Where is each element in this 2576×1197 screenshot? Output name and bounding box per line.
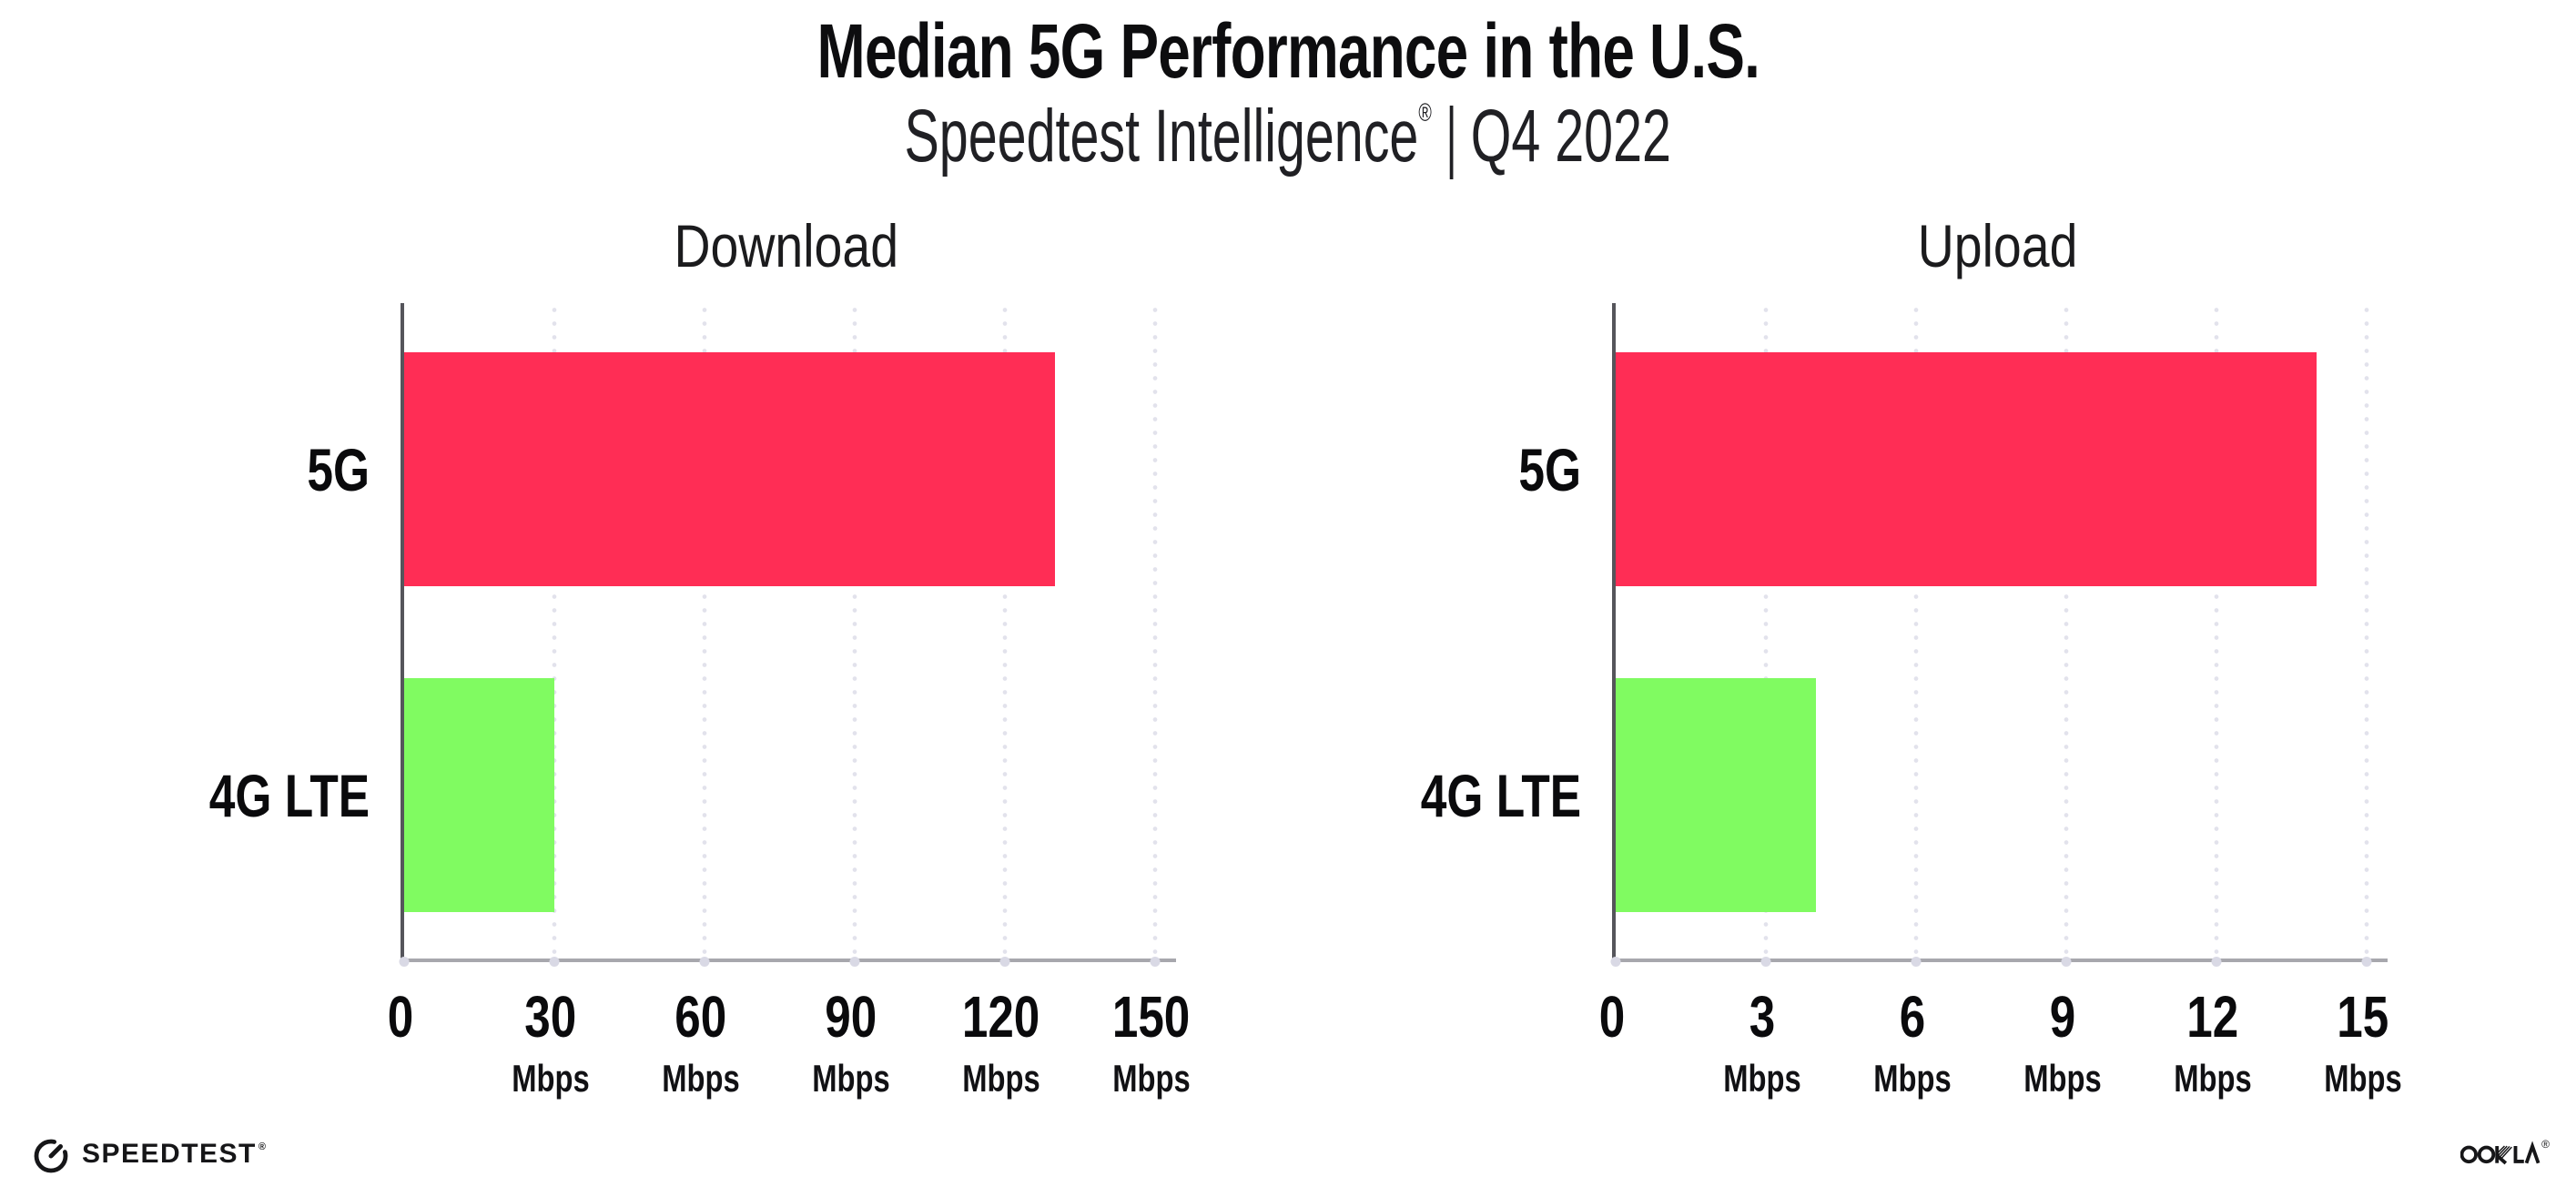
tick-value: 3 <box>1749 984 1776 1050</box>
axis-tick-dot <box>849 957 860 967</box>
tick-label: 30 Mbps <box>501 988 601 1099</box>
tick-unit: Mbps <box>662 1057 740 1100</box>
tick-label: 90 Mbps <box>801 988 901 1099</box>
bar-5g <box>404 352 1055 586</box>
gridline <box>2364 303 2369 959</box>
page-title: Median 5G Performance in the U.S. <box>0 7 2576 95</box>
axis-tick-dot <box>1760 957 1771 967</box>
upload-plot-area: 5G 4G LTE <box>1421 303 2388 967</box>
axis-tick-dot <box>2061 957 2072 967</box>
speedtest-registered-mark: ® <box>258 1141 268 1152</box>
category-label-text: 4G LTE <box>1420 761 1581 829</box>
speedtest-gauge-icon <box>34 1139 68 1173</box>
gridline <box>1763 303 1769 959</box>
tick-unit: Mbps <box>1112 1057 1191 1100</box>
tick-unit: Mbps <box>962 1057 1040 1100</box>
gridline <box>702 303 707 959</box>
tick-label: 6 Mbps <box>1862 988 1962 1099</box>
speedtest-logo: SPEEDTEST ® <box>31 1134 268 1174</box>
tick-value: 120 <box>962 984 1040 1050</box>
axis-tick-dot <box>699 957 710 967</box>
download-chart: Download 5G 4G LTE 0 30 Mbps 60 Mbps 90 Mbps 120… <box>209 0 1191 1197</box>
tick-value: 15 <box>2337 984 2389 1050</box>
subtitle-separator: | <box>1445 92 1457 180</box>
axis-tick-dot <box>2211 957 2222 967</box>
download-x-axis-ticks: 0 30 Mbps 60 Mbps 90 Mbps 120 Mbps 150 Mbps <box>388 988 1191 1115</box>
tick-label: 9 Mbps <box>2013 988 2113 1099</box>
tick-unit: Mbps <box>512 1057 590 1100</box>
gridline <box>2214 303 2219 959</box>
tick-label: 15 Mbps <box>2313 988 2413 1099</box>
bar-4g-lte <box>404 678 554 912</box>
axis-tick-dot <box>2361 957 2372 967</box>
category-label-4g-lte: 4G LTE <box>164 678 370 912</box>
tick-label: 60 Mbps <box>651 988 751 1099</box>
axis-tick-dot <box>1911 957 1922 967</box>
tick-unit: Mbps <box>2324 1057 2402 1100</box>
tick-value: 0 <box>387 984 414 1050</box>
gridline <box>1913 303 1919 959</box>
axis-tick-dot <box>1610 957 1621 967</box>
gridline <box>852 303 857 959</box>
tick-label: 0 <box>384 988 417 1046</box>
tick-label: 120 Mbps <box>951 988 1051 1099</box>
upload-chart: Upload 5G 4G LTE 0 3 Mbps 6 Mbps 9 Mbps 12 Mbps 15… <box>1421 0 2402 1197</box>
tick-unit: Mbps <box>2174 1057 2252 1100</box>
tick-value: 150 <box>1112 984 1191 1050</box>
gridline <box>2064 303 2069 959</box>
subtitle: Speedtest Intelligence® | Q4 2022 <box>0 92 2576 180</box>
axis-tick-dot <box>399 957 410 967</box>
ookla-wordmark-icon <box>2460 1141 2541 1165</box>
category-label-5g: 5G <box>289 352 370 586</box>
speedtest-wordmark: SPEEDTEST ® <box>82 1139 268 1169</box>
tick-value: 6 <box>1899 984 1926 1050</box>
bar-4g-lte <box>1616 678 1816 912</box>
page-title-text: Median 5G Performance in the U.S. <box>816 8 1760 94</box>
category-label-text: 5G <box>307 435 370 503</box>
category-label-5g: 5G <box>1501 352 1581 586</box>
tick-value: 9 <box>2049 984 2076 1050</box>
tick-unit: Mbps <box>2023 1057 2102 1100</box>
axis-tick-dot <box>549 957 560 967</box>
ookla-logo: ® <box>2460 1138 2550 1167</box>
ookla-registered-mark: ® <box>2541 1138 2550 1151</box>
tick-value: 90 <box>825 984 877 1050</box>
tick-label: 12 Mbps <box>2163 988 2263 1099</box>
tick-label: 0 <box>1596 988 1628 1046</box>
tick-unit: Mbps <box>1873 1057 1952 1100</box>
registered-mark: ® <box>1418 98 1433 127</box>
gridline <box>1002 303 1008 959</box>
bar-5g <box>1616 352 2317 586</box>
tick-value: 0 <box>1598 984 1626 1050</box>
tick-label: 3 Mbps <box>1712 988 1812 1099</box>
category-label-text: 5G <box>1518 435 1581 503</box>
download-chart-title: Download <box>674 212 899 279</box>
tick-unit: Mbps <box>1723 1057 1801 1100</box>
tick-label: 150 Mbps <box>1101 988 1202 1099</box>
tick-value: 12 <box>2186 984 2239 1050</box>
category-label-text: 4G LTE <box>208 761 370 829</box>
upload-x-axis-ticks: 0 3 Mbps 6 Mbps 9 Mbps 12 Mbps 15 Mbps <box>1599 988 2402 1115</box>
subtitle-period: Q4 2022 <box>1470 95 1672 178</box>
axis-tick-dot <box>999 957 1010 967</box>
subtitle-text: Speedtest Intelligence® | Q4 2022 <box>904 92 1672 180</box>
gridline <box>1152 303 1158 959</box>
category-label-4g-lte: 4G LTE <box>1375 678 1581 912</box>
tick-value: 30 <box>524 984 577 1050</box>
upload-chart-title: Upload <box>1918 212 2078 279</box>
gridline <box>552 303 557 959</box>
subtitle-brand: Speedtest Intelligence <box>904 95 1419 178</box>
download-plot-area: 5G 4G LTE <box>209 303 1176 967</box>
tick-value: 60 <box>674 984 727 1050</box>
axis-tick-dot <box>1150 957 1161 967</box>
tick-unit: Mbps <box>812 1057 890 1100</box>
